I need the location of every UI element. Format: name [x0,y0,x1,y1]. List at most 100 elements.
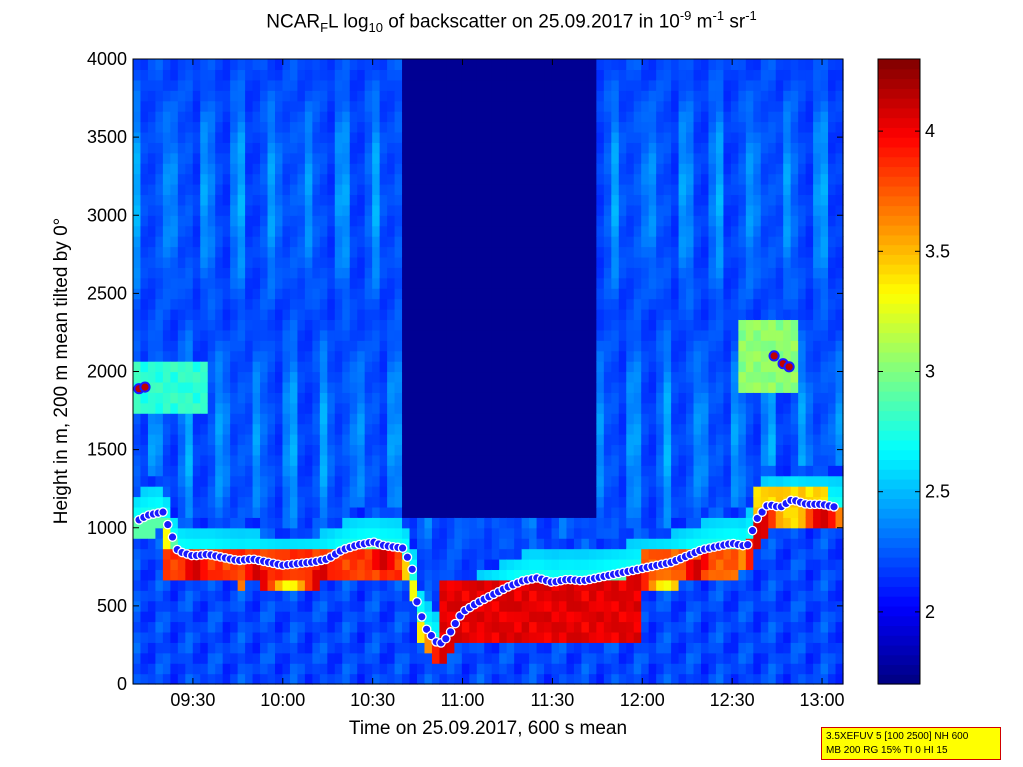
heatmap-cell [566,121,575,133]
heatmap-cell [417,59,426,71]
heatmap-cell [364,59,373,71]
heatmap-cell [424,256,433,268]
heatmap-cell [327,277,336,289]
heatmap-cell [289,246,299,258]
heatmap-cell [648,621,657,633]
heatmap-cell [461,236,470,248]
heatmap-cell [745,454,754,466]
heatmap-cell [566,538,575,550]
heatmap-cell [342,371,351,383]
heatmap-cell [133,423,142,435]
heatmap-cell [573,163,583,175]
heatmap-cell [260,194,269,206]
heatmap-cell [192,527,201,539]
heatmap-cell [656,673,665,685]
heatmap-cell [715,413,725,425]
heatmap-cell [357,277,366,289]
heatmap-cell [349,652,358,664]
heatmap-cell [536,298,545,310]
heatmap-cell [476,163,485,175]
heatmap-cell [327,340,336,352]
heatmap-cell [529,673,538,685]
heatmap-cell [588,194,597,206]
heatmap-cell [349,663,358,675]
heatmap-cell [222,350,231,362]
heatmap-cell [349,590,358,602]
heatmap-cell [327,69,336,81]
heatmap-cell [237,423,246,435]
heatmap-cell [222,236,231,248]
heatmap-cell [491,173,500,185]
heatmap-cell [723,517,732,529]
heatmap-cell [200,111,209,123]
heatmap-cell [491,267,500,279]
heatmap-cell [252,548,261,560]
heatmap-cell [596,340,605,352]
heatmap-cell [409,663,418,675]
heatmap-cell [656,475,665,487]
heatmap-cell [327,590,336,602]
heatmap-cell [252,517,261,529]
heatmap-cell [701,340,710,352]
heatmap-cell [581,527,590,539]
heatmap-cell [289,329,299,341]
heatmap-cell [686,288,695,300]
heatmap-cell [334,496,343,508]
heatmap-cell [454,173,463,185]
heatmap-cell [170,69,179,81]
heatmap-cell [133,590,142,602]
heatmap-cell [133,59,142,71]
heatmap-cell [192,288,201,300]
heatmap-cell [663,454,672,466]
heatmap-cell [529,69,538,81]
heatmap-cell [566,663,575,675]
heatmap-cell [446,215,455,227]
heatmap-cell [342,579,351,591]
heatmap-cell [327,475,336,487]
heatmap-cell [387,548,396,560]
heatmap-cell [633,517,642,529]
heatmap-cell [753,527,762,539]
heatmap-cell [140,611,149,623]
heatmap-cell [596,69,605,81]
heatmap-cell [446,59,455,71]
heatmap-cell [708,590,717,602]
heatmap-cell [155,236,164,248]
heatmap-cell [319,163,328,175]
heatmap-cell [476,298,485,310]
heatmap-cell [304,663,313,675]
heatmap-cell [267,173,276,185]
heatmap-cell [491,486,500,498]
heatmap-cell [663,631,672,643]
heatmap-cell [596,152,605,164]
heatmap-cell [200,79,209,91]
heatmap-cell [237,413,246,425]
heatmap-cell [252,256,261,268]
heatmap-cell [394,579,403,591]
heatmap-cell [402,194,411,206]
heatmap-cell [745,517,754,529]
heatmap-cell [521,371,530,383]
heatmap-cell [753,579,762,591]
heatmap-cell [133,465,142,477]
heatmap-cell [133,309,142,321]
heatmap-cell [237,340,246,352]
heatmap-cell [364,527,373,539]
heatmap-cell [207,371,216,383]
heatmap-cell [686,267,695,279]
heatmap-cell [491,163,500,175]
heatmap-cell [745,642,754,654]
heatmap-cell [252,204,261,216]
heatmap-cell [626,486,635,498]
heatmap-cell [267,288,276,300]
heatmap-cell [715,475,725,487]
heatmap-cell [641,392,650,404]
heatmap-cell [304,256,313,268]
heatmap-cell [454,319,463,331]
heatmap-cell [738,163,747,175]
heatmap-cell [327,506,336,518]
heatmap-cell [506,90,515,102]
heatmap-cell [506,246,515,258]
heatmap-cell [200,163,209,175]
heatmap-cell [626,590,635,602]
